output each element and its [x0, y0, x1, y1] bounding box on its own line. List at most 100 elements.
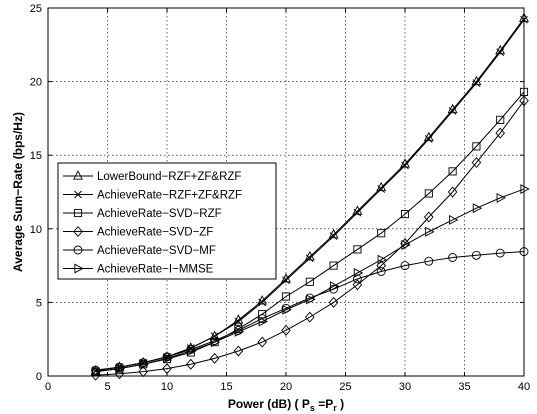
data-point [472, 203, 483, 214]
data-point [400, 210, 410, 219]
legend-marker [73, 245, 83, 255]
data-point [353, 208, 362, 217]
series-4 [90, 95, 529, 381]
data-point-stroke-b [377, 185, 386, 193]
y-tick-label: 15 [30, 150, 42, 162]
data-point [377, 185, 386, 193]
data-point [258, 298, 267, 307]
data-point [425, 226, 435, 237]
data-point [234, 326, 245, 337]
legend-label: AchieveRate−RZF+ZF&RZF [97, 190, 242, 202]
data-point-stroke-b [424, 135, 433, 143]
legend-entry: AchieveRate−SVD−RZF [63, 208, 222, 220]
x-tick-label: 35 [458, 381, 470, 393]
x-tick-label: 5 [104, 381, 110, 393]
data-point [281, 324, 291, 336]
data-point-stroke-b [496, 48, 505, 57]
data-point [329, 284, 339, 294]
x-tick-label: 15 [220, 381, 232, 393]
data-point [139, 359, 149, 370]
data-point [329, 261, 338, 270]
x-tick-label: 20 [280, 381, 292, 393]
ticks: 0 5 10 15 20 25 30 35 40 0 5 10 15 20 25 [30, 3, 530, 393]
legend-box [57, 162, 277, 280]
legend-marker [74, 190, 82, 199]
legend-marker [73, 226, 83, 237]
data-point-stroke-b [305, 254, 314, 263]
data-point-stroke-b [401, 161, 409, 170]
legend-marker-stroke-b [74, 190, 82, 199]
data-point [447, 186, 458, 198]
data-point [281, 292, 291, 301]
data-point [449, 215, 459, 225]
data-point [495, 127, 505, 139]
series-line [95, 188, 525, 373]
data-point [496, 192, 506, 203]
data-point [91, 366, 102, 377]
data-point [401, 161, 409, 170]
data-point [305, 254, 314, 263]
data-point-stroke-b [448, 107, 457, 115]
data-point [448, 167, 457, 176]
legend-marker [73, 170, 83, 180]
data-point [330, 281, 340, 292]
y-tick-label: 5 [36, 297, 42, 309]
data-point [234, 317, 243, 326]
legend-label: AchieveRate−SVD−ZF [97, 227, 213, 239]
data-point [328, 296, 339, 308]
legend-label: LowerBound−RZF+ZF&RZF [97, 171, 241, 183]
data-point [472, 79, 481, 87]
data-point [376, 267, 386, 276]
y-tick-label: 0 [36, 371, 42, 383]
data-point [520, 184, 530, 195]
data-point-stroke-b [353, 208, 362, 217]
data-point [352, 279, 363, 291]
x-tick-label: 0 [45, 381, 51, 393]
x-tick-label: 30 [399, 381, 411, 393]
data-point [210, 337, 221, 348]
data-point [282, 276, 290, 285]
legend: LowerBound−RZF+ZF&RZF AchieveRate−RZF+ZF&… [57, 162, 277, 280]
data-point-stroke-b [329, 232, 338, 241]
x-tick-label: 10 [161, 381, 173, 393]
data-point [472, 142, 481, 151]
data-point [377, 229, 386, 238]
data-point [401, 240, 411, 250]
data-point-stroke-b [234, 317, 243, 326]
data-point [306, 294, 316, 305]
x-tick-label: 25 [339, 381, 351, 393]
data-point-stroke-b [258, 298, 267, 307]
data-point [496, 48, 505, 57]
data-point [400, 261, 410, 271]
x-tick-label: 40 [518, 381, 530, 393]
data-point [495, 248, 505, 258]
data-point [353, 245, 362, 254]
data-point [377, 254, 387, 265]
data-point [258, 316, 268, 327]
data-point [115, 363, 126, 374]
legend-entry: AchieveRate−SVD−ZF [63, 226, 213, 239]
series-line [95, 251, 525, 371]
data-point [424, 135, 433, 143]
data-point [209, 352, 220, 364]
data-point [187, 346, 197, 356]
data-point [471, 250, 481, 260]
series-6 [91, 184, 530, 377]
data-point-stroke-b [472, 79, 481, 87]
y-tick-label: 25 [30, 3, 42, 15]
data-point [282, 304, 292, 315]
legend-label: AchieveRate−I−MMSE [97, 264, 214, 276]
y-axis-label: Average Sum−Rate (bps/Hz) [11, 112, 25, 272]
data-point [257, 336, 267, 348]
legend-entry: AchieveRate−RZF+ZF&RZF [63, 190, 242, 202]
data-point [186, 358, 196, 370]
data-point [353, 268, 364, 278]
series-layer [90, 12, 530, 381]
legend-label: AchieveRate−SVD−RZF [97, 208, 222, 220]
data-point [424, 256, 434, 266]
legend-marker [74, 263, 84, 274]
data-point [424, 211, 434, 223]
data-point [448, 107, 457, 115]
data-point [496, 115, 505, 124]
